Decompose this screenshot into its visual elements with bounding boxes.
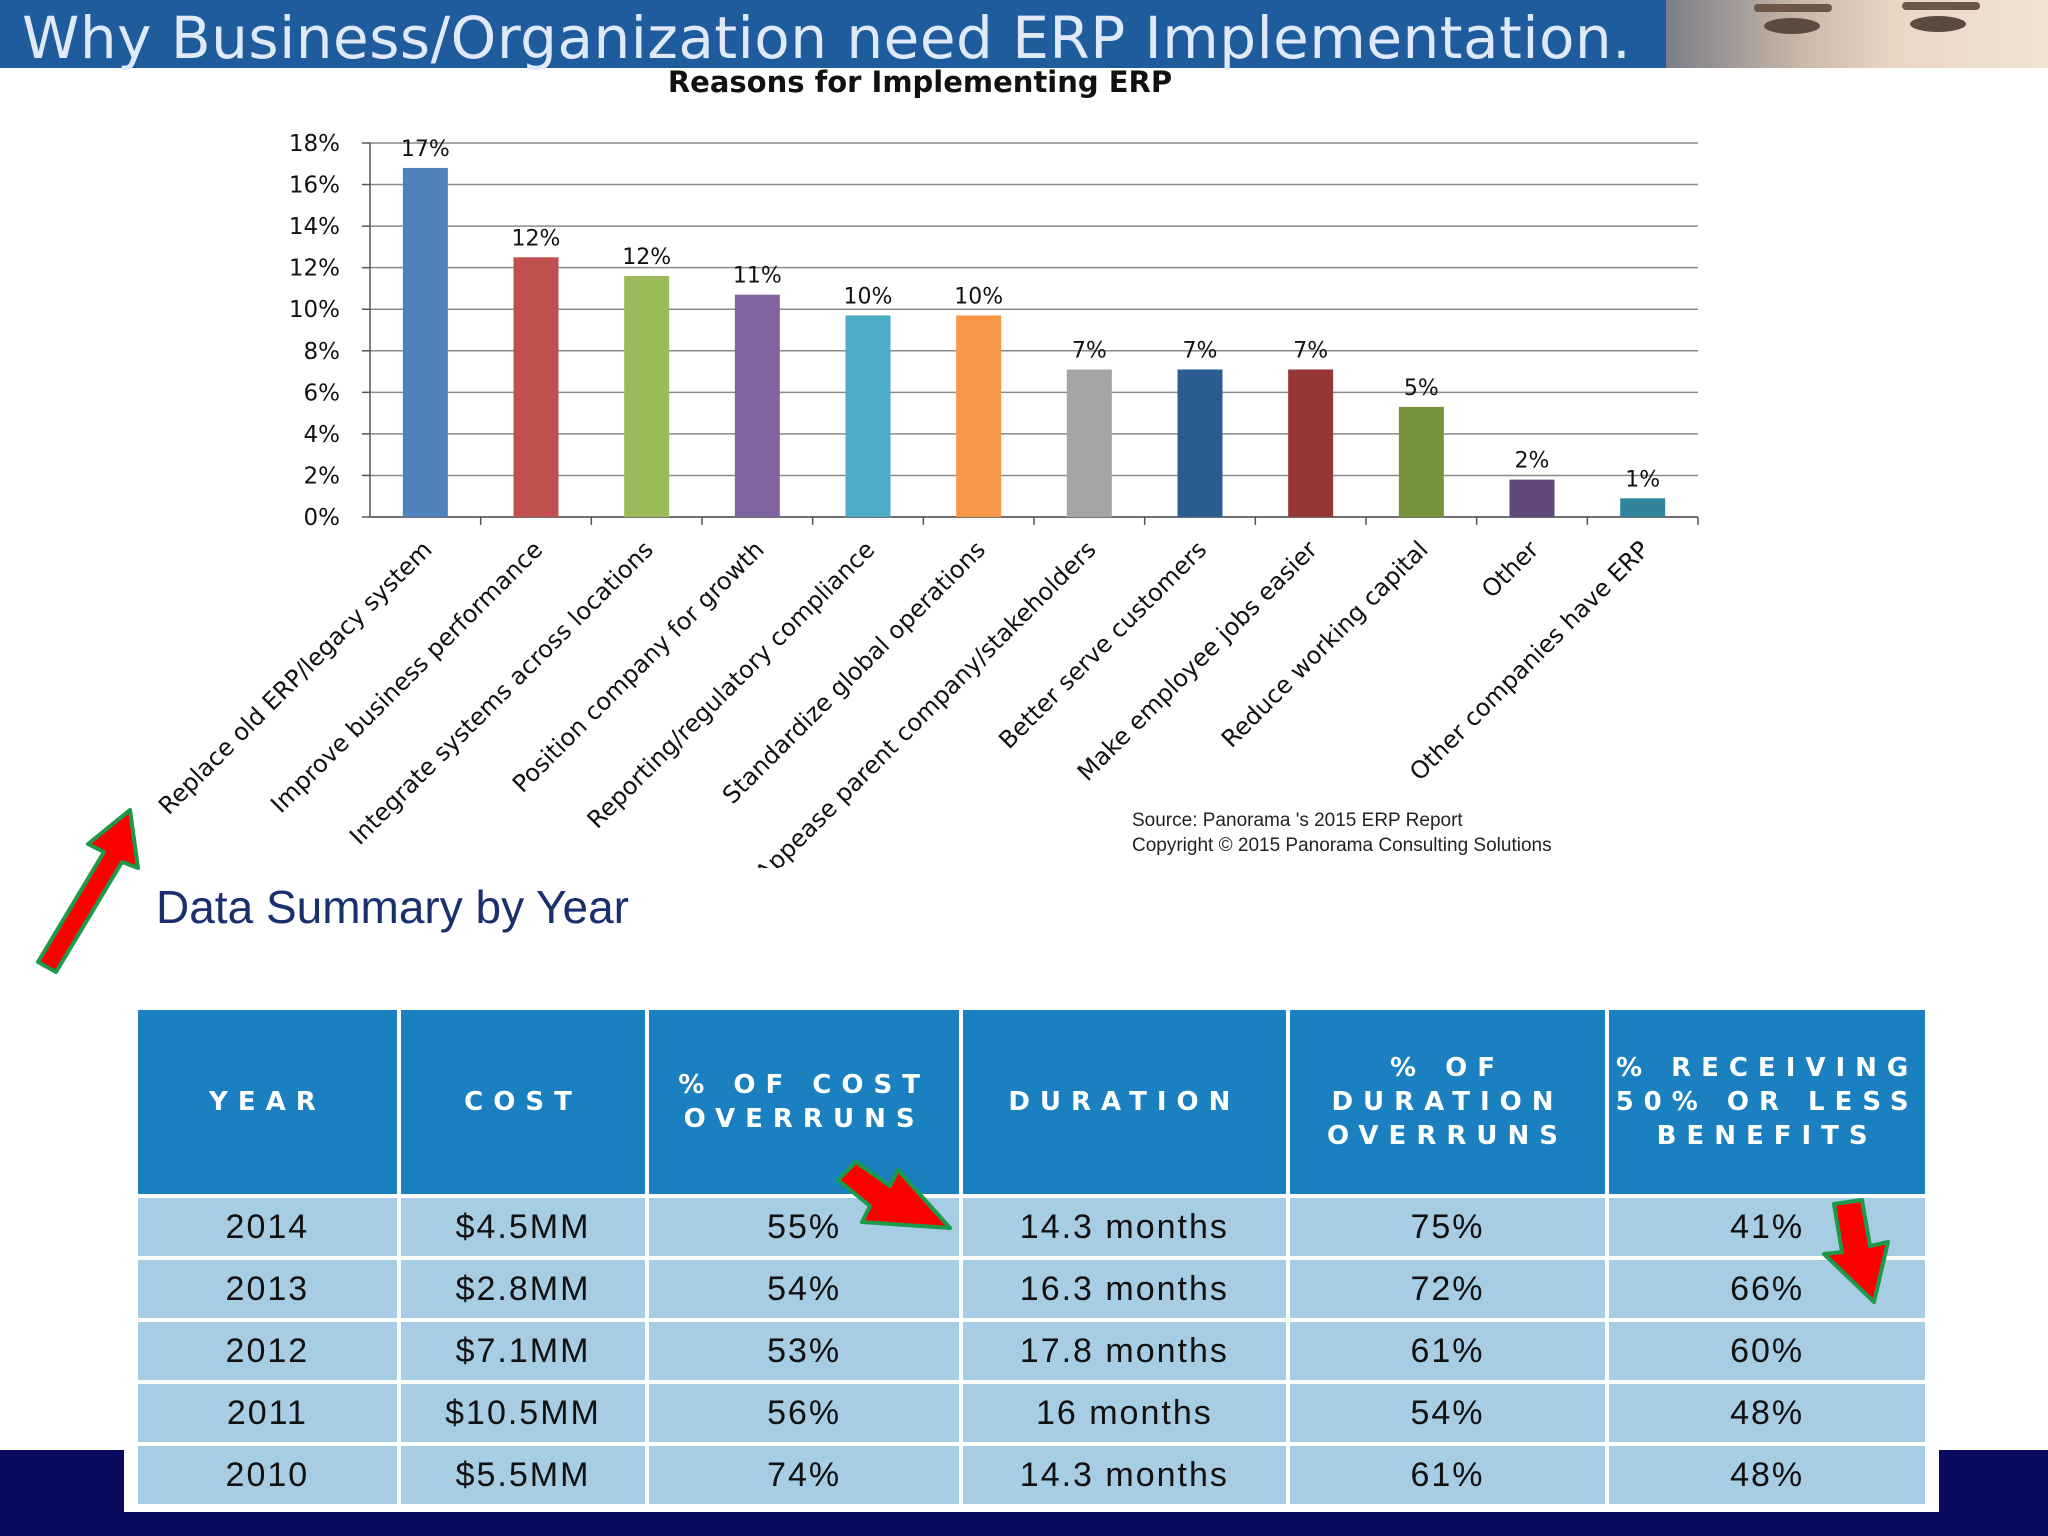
table-row: 2010 $5.5MM 74% 14.3 months 61% 48%	[138, 1446, 1925, 1504]
data-label: 17%	[401, 137, 450, 162]
cell-duration: 17.8 months	[962, 1322, 1286, 1380]
y-tick-label: 14%	[289, 214, 340, 240]
arrow-shape	[836, 1160, 952, 1230]
cell-cost: $10.5MM	[400, 1384, 646, 1442]
y-tick-label: 6%	[304, 380, 341, 406]
cell-benefits: 60%	[1609, 1322, 1925, 1380]
cell-cost: $5.5MM	[400, 1446, 646, 1504]
header-photo	[1666, 0, 2048, 68]
header-cost-overruns: % OF COST OVERRUNS	[649, 1010, 959, 1194]
source-line: Source: Panorama 's 2015 ERP Report	[1132, 810, 1463, 831]
y-tick-label: 4%	[304, 422, 341, 448]
data-label: 10%	[954, 284, 1003, 309]
cell-cost: $2.8MM	[400, 1260, 646, 1318]
cell-duration-overruns: 72%	[1289, 1260, 1606, 1318]
table-row: 2012 $7.1MM 53% 17.8 months 61% 60%	[138, 1322, 1925, 1380]
copyright-line: Copyright © 2015 Panorama Consulting Sol…	[1132, 835, 1552, 856]
data-label: 2%	[1515, 449, 1550, 474]
cell-year: 2010	[138, 1446, 397, 1504]
arrow-shape	[36, 808, 140, 974]
y-tick-label: 8%	[304, 339, 341, 365]
table-header-row: YEAR COST % OF COST OVERRUNS DURATION % …	[138, 1010, 1925, 1194]
cell-benefits: 48%	[1609, 1446, 1925, 1504]
cell-cost: $4.5MM	[400, 1198, 646, 1256]
cell-duration: 16 months	[962, 1384, 1286, 1442]
slide-title: Why Business/Organization need ERP Imple…	[22, 4, 1632, 72]
table-row: 2013 $2.8MM 54% 16.3 months 72% 66%	[138, 1260, 1925, 1318]
x-tick-label: Other	[1476, 535, 1544, 603]
data-label: 7%	[1072, 338, 1107, 363]
cell-duration: 14.3 months	[962, 1446, 1286, 1504]
header-cost: COST	[400, 1010, 646, 1194]
chart-gridlines	[370, 142, 1698, 518]
header-duration-overruns: % OF DURATION OVERRUNS	[1289, 1010, 1606, 1194]
data-label: 12%	[622, 245, 671, 270]
bar	[513, 257, 559, 517]
x-tick-label: Reduce working capital	[1216, 535, 1434, 753]
table-row: 2014 $4.5MM 55% 14.3 months 75% 41%	[138, 1198, 1925, 1256]
header-year: YEAR	[138, 1010, 397, 1194]
cell-cost-overruns: 53%	[649, 1322, 959, 1380]
cell-benefits: 48%	[1609, 1384, 1925, 1442]
y-tick-label: 12%	[289, 256, 340, 282]
cell-year: 2012	[138, 1322, 397, 1380]
x-tick-label: Make employee jobs easier	[1072, 535, 1323, 786]
data-label: 10%	[844, 284, 893, 309]
data-label: 12%	[512, 226, 561, 251]
summary-title: Data Summary by Year	[156, 881, 630, 933]
data-label: 7%	[1183, 338, 1218, 363]
data-label: 11%	[733, 264, 782, 289]
arrow-pointer-icon	[836, 1160, 952, 1230]
cell-cost-overruns: 74%	[649, 1446, 959, 1504]
data-label: 7%	[1293, 338, 1328, 363]
cell-duration-overruns: 61%	[1289, 1446, 1606, 1504]
x-tick-label: Other companies have ERP	[1404, 535, 1655, 786]
header-benefits: % RECEIVING 50% OR LESS BENEFITS	[1609, 1010, 1925, 1194]
bar	[1288, 369, 1334, 517]
bar	[956, 315, 1002, 517]
bar-chart: 0%2%4%6%8%10%12%14%16%18% 17%Replace old …	[153, 68, 1699, 868]
bar	[1177, 369, 1223, 517]
cell-duration: 14.3 months	[962, 1198, 1286, 1256]
cell-year: 2014	[138, 1198, 397, 1256]
arrow-pointer-icon	[1822, 1198, 1890, 1304]
chart-axes	[362, 142, 1699, 525]
bar	[734, 294, 780, 517]
chart-bars	[402, 167, 1666, 517]
bar	[402, 167, 448, 517]
bar	[1398, 406, 1444, 517]
table-row: 2011 $10.5MM 56% 16 months 54% 48%	[138, 1384, 1925, 1442]
y-tick-label: 18%	[289, 131, 340, 157]
cell-cost-overruns: 54%	[649, 1260, 959, 1318]
bar	[1620, 498, 1666, 517]
cell-duration-overruns: 54%	[1289, 1384, 1606, 1442]
summary-table-container: YEAR COST % OF COST OVERRUNS DURATION % …	[124, 1000, 1939, 1512]
y-tick-label: 0%	[304, 505, 341, 531]
data-label: 5%	[1404, 376, 1439, 401]
arrow-pointer-icon	[36, 808, 140, 974]
cell-duration-overruns: 75%	[1289, 1198, 1606, 1256]
title-bar: Why Business/Organization need ERP Imple…	[0, 0, 1666, 72]
cell-year: 2011	[138, 1384, 397, 1442]
bar	[1066, 369, 1112, 517]
y-tick-label: 16%	[289, 173, 340, 199]
cell-cost: $7.1MM	[400, 1322, 646, 1380]
bar	[845, 315, 891, 517]
cell-cost-overruns: 56%	[649, 1384, 959, 1442]
chart-title: Reasons for Implementing ERP	[668, 68, 1172, 99]
cell-duration: 16.3 months	[962, 1260, 1286, 1318]
summary-table: YEAR COST % OF COST OVERRUNS DURATION % …	[134, 1006, 1929, 1508]
cell-duration-overruns: 61%	[1289, 1322, 1606, 1380]
y-tick-label: 10%	[289, 297, 340, 323]
bar	[624, 275, 670, 517]
header-duration: DURATION	[962, 1010, 1286, 1194]
chart-source: Source: Panorama 's 2015 ERP Report Copy…	[1132, 808, 1552, 858]
bar	[1509, 479, 1555, 517]
x-tick-label: Better serve customers	[993, 535, 1212, 754]
arrow-shape	[1822, 1198, 1890, 1304]
data-label: 1%	[1625, 467, 1660, 492]
y-tick-label: 2%	[304, 463, 341, 489]
cell-year: 2013	[138, 1260, 397, 1318]
